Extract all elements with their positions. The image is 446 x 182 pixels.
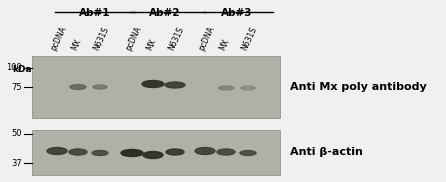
Text: kDa: kDa [12, 66, 32, 74]
Bar [32, 56, 280, 118]
Ellipse shape [217, 149, 235, 155]
Ellipse shape [165, 82, 185, 88]
Text: Anti β-actin: Anti β-actin [290, 147, 363, 157]
Text: Ab#3: Ab#3 [221, 8, 253, 18]
Text: 75: 75 [12, 82, 22, 92]
Text: 37: 37 [11, 159, 22, 167]
Text: Anti Mx poly antibody: Anti Mx poly antibody [290, 82, 427, 92]
Text: 100: 100 [6, 64, 22, 72]
Text: 50: 50 [12, 130, 22, 139]
Text: MX: MX [145, 37, 158, 52]
Ellipse shape [219, 86, 234, 90]
Text: pcDNA: pcDNA [49, 25, 68, 52]
Ellipse shape [143, 151, 163, 159]
Ellipse shape [121, 149, 143, 157]
Ellipse shape [69, 149, 87, 155]
Ellipse shape [166, 149, 184, 155]
Text: pcDNA: pcDNA [124, 25, 143, 52]
Ellipse shape [93, 85, 107, 89]
Text: Ab#2: Ab#2 [149, 8, 181, 18]
Text: MX: MX [218, 37, 231, 52]
Ellipse shape [92, 151, 108, 155]
Text: MX: MX [70, 37, 83, 52]
Ellipse shape [240, 151, 256, 155]
Text: N631S: N631S [92, 25, 111, 52]
Text: N631S: N631S [167, 25, 186, 52]
Ellipse shape [142, 80, 164, 88]
Ellipse shape [241, 86, 255, 90]
Text: N631S: N631S [240, 25, 259, 52]
Bar [32, 130, 280, 175]
Text: pcDNA: pcDNA [197, 25, 216, 52]
Ellipse shape [195, 147, 215, 155]
Ellipse shape [47, 147, 67, 155]
Ellipse shape [70, 84, 86, 90]
Text: Ab#1: Ab#1 [79, 8, 111, 18]
